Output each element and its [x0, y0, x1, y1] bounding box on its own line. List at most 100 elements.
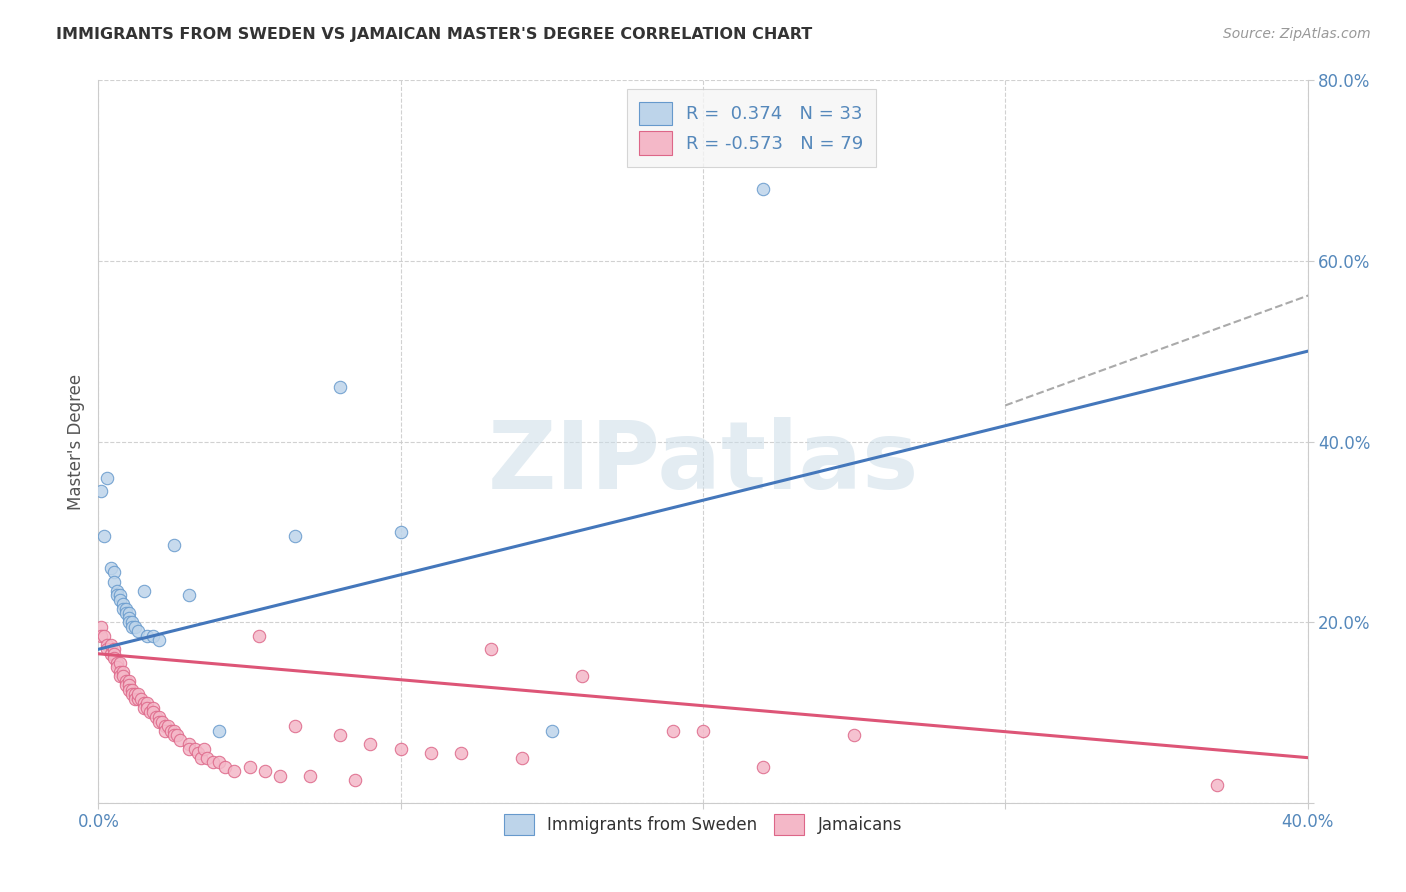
Point	[127, 692, 149, 706]
Point	[114, 601, 136, 615]
Point	[202, 755, 225, 769]
Point	[105, 660, 128, 674]
Point	[145, 710, 167, 724]
Point	[105, 656, 128, 670]
Point	[420, 746, 443, 760]
Point	[153, 723, 176, 738]
Point	[571, 669, 593, 683]
Point	[90, 484, 112, 499]
Point	[93, 529, 115, 543]
Point	[214, 760, 236, 774]
Point	[184, 741, 207, 756]
Point	[108, 669, 131, 683]
Point	[239, 760, 262, 774]
Legend: Immigrants from Sweden, Jamaicans: Immigrants from Sweden, Jamaicans	[494, 804, 912, 845]
Point	[253, 764, 276, 779]
Text: IMMIGRANTS FROM SWEDEN VS JAMAICAN MASTER'S DEGREE CORRELATION CHART: IMMIGRANTS FROM SWEDEN VS JAMAICAN MASTE…	[56, 27, 813, 42]
Point	[103, 574, 125, 589]
Point	[360, 737, 382, 751]
Point	[169, 732, 191, 747]
Point	[127, 624, 149, 639]
Point	[114, 678, 136, 692]
Point	[247, 629, 270, 643]
Text: ZIPatlas: ZIPatlas	[488, 417, 918, 509]
Point	[93, 629, 115, 643]
Point	[111, 601, 134, 615]
Point	[481, 642, 503, 657]
Point	[208, 755, 231, 769]
Point	[118, 678, 141, 692]
Point	[132, 697, 155, 711]
Point	[284, 719, 307, 733]
Point	[121, 687, 143, 701]
Point	[124, 620, 146, 634]
Point	[111, 669, 134, 683]
Point	[329, 380, 352, 394]
Y-axis label: Master's Degree: Master's Degree	[66, 374, 84, 509]
Point	[160, 723, 183, 738]
Point	[118, 673, 141, 688]
Point	[139, 706, 162, 720]
Point	[156, 719, 179, 733]
Point	[108, 588, 131, 602]
Point	[135, 701, 157, 715]
Point	[108, 592, 131, 607]
Point	[105, 588, 128, 602]
Point	[1206, 778, 1229, 792]
Point	[103, 642, 125, 657]
Point	[163, 728, 186, 742]
Point	[103, 651, 125, 665]
Point	[100, 647, 122, 661]
Point	[108, 656, 131, 670]
Point	[96, 471, 118, 485]
Point	[108, 665, 131, 679]
Point	[224, 764, 246, 779]
Point	[132, 701, 155, 715]
Point	[103, 647, 125, 661]
Point	[142, 629, 165, 643]
Point	[692, 723, 714, 738]
Point	[284, 529, 307, 543]
Point	[100, 561, 122, 575]
Point	[179, 737, 201, 751]
Point	[179, 741, 201, 756]
Point	[163, 538, 186, 552]
Point	[299, 769, 322, 783]
Point	[114, 606, 136, 620]
Point	[450, 746, 472, 760]
Point	[111, 665, 134, 679]
Point	[163, 723, 186, 738]
Point	[389, 524, 412, 539]
Point	[100, 638, 122, 652]
Point	[148, 714, 170, 729]
Point	[166, 728, 188, 742]
Point	[148, 633, 170, 648]
Point	[269, 769, 291, 783]
Point	[90, 629, 112, 643]
Point	[208, 723, 231, 738]
Point	[111, 597, 134, 611]
Point	[510, 750, 533, 764]
Point	[148, 710, 170, 724]
Point	[329, 728, 352, 742]
Point	[114, 673, 136, 688]
Point	[752, 182, 775, 196]
Point	[135, 629, 157, 643]
Point	[142, 706, 165, 720]
Point	[129, 692, 152, 706]
Point	[193, 741, 215, 756]
Point	[179, 588, 201, 602]
Point	[96, 638, 118, 652]
Point	[118, 682, 141, 697]
Point	[127, 687, 149, 701]
Point	[135, 697, 157, 711]
Point	[118, 606, 141, 620]
Point	[142, 701, 165, 715]
Point	[389, 741, 412, 756]
Point	[190, 750, 212, 764]
Point	[90, 620, 112, 634]
Point	[132, 583, 155, 598]
Point	[121, 682, 143, 697]
Point	[844, 728, 866, 742]
Point	[121, 620, 143, 634]
